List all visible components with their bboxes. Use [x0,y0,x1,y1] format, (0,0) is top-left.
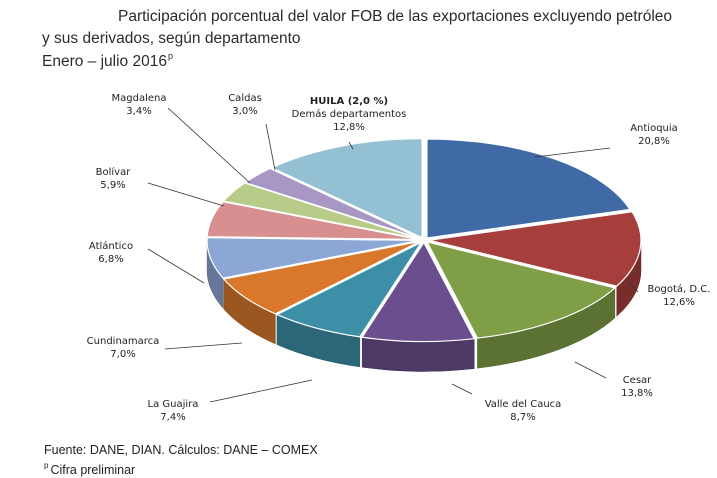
period-superscript: p [167,51,173,61]
data-label-value-caldas: 3,0% [232,106,257,117]
chart-title: Participación porcentual del valor FOB d… [0,0,717,80]
data-label-value-valle-del-cauca: 8,7% [510,412,535,423]
leader-line-magdalena [167,107,251,184]
leader-line-la-guajira [209,379,313,403]
data-label-name-magdalena: Magdalena [112,93,167,104]
pie-sides [206,240,642,372]
pie-slice-bolivar [206,201,420,241]
data-label-value-cesar: 13,8% [621,388,653,399]
data-label-name-antioquia: Antioquia [630,123,678,134]
data-label-value-demas-departamentos: 12,8% [333,122,365,133]
leader-line-antioquia [534,147,611,158]
title-line-2: y sus derivados, según departamento [42,30,301,47]
pie-slice-la-guajira [275,240,424,338]
leader-line-cundinamarca [164,342,243,350]
pie-side-valle-del-cauca [361,336,475,372]
source-note: Fuente: DANE, DIAN. Cálculos: DANE – COM… [44,443,318,457]
preliminary-note: p Cifra preliminar [44,461,135,477]
period-text: Enero – julio 2016 [42,53,167,70]
title-period: Enero – julio 2016p [42,51,173,71]
leader-line-caldas [265,123,276,171]
pie-slice-bogota-d-c [428,211,642,287]
leader-line-demas-departamentos [348,141,354,150]
data-label-name-la-guajira: La Guajira [148,399,199,410]
data-label-value-bogota-d-c: 12,6% [663,297,695,308]
data-label-value-antioquia: 20,8% [638,136,670,147]
pie-labels: Antioquia 20,8% Bogotá, D.C. 12,6% Cesar 13,8… [87,93,711,423]
huila-annotation: HUILA (2,0 %) [310,96,388,107]
leader-line-bogota-d-c [627,280,639,293]
data-label-name-valle-del-cauca: Valle del Cauca [485,399,562,410]
data-label-name-bogota-d-c: Bogotá, D.C. [648,283,711,295]
data-label-name-caldas: Caldas [228,93,262,104]
leader-line-atlantico [147,248,205,284]
data-label-value-cundinamarca: 7,0% [110,349,135,360]
data-label-name-cesar: Cesar [623,375,652,386]
pie-tops [206,138,642,343]
data-label-name-atlantico: Atlántico [89,240,133,252]
leader-line-valle-del-cauca [451,383,473,395]
title-line-1: Participación porcentual del valor FOB d… [118,8,673,25]
leader-line-cesar [574,361,607,379]
data-label-value-la-guajira: 7,4% [160,412,185,423]
pie-slice-demas-departamentos [270,138,423,239]
note-superscript: p [44,461,49,470]
pie-slice-caldas [243,167,421,239]
data-label-name-demas-departamentos: Demás departamentos [292,108,407,120]
pie-slice-atlantico [206,237,420,279]
data-label-value-atlantico: 6,8% [98,254,123,265]
data-label-name-cundinamarca: Cundinamarca [87,336,160,347]
pie-slice-valle-del-cauca [361,241,476,343]
data-label-value-magdalena: 3,4% [126,106,151,117]
data-label-name-bolivar: Bolívar [96,166,132,178]
data-label-value-bolivar: 5,9% [100,180,125,191]
pie-slice-antioquia [426,138,632,239]
leader-line-bolivar [147,182,225,207]
note-text: Cifra preliminar [50,463,136,477]
pie-slice-cesar [425,241,617,339]
pie-slice-cundinamarca [222,240,421,315]
